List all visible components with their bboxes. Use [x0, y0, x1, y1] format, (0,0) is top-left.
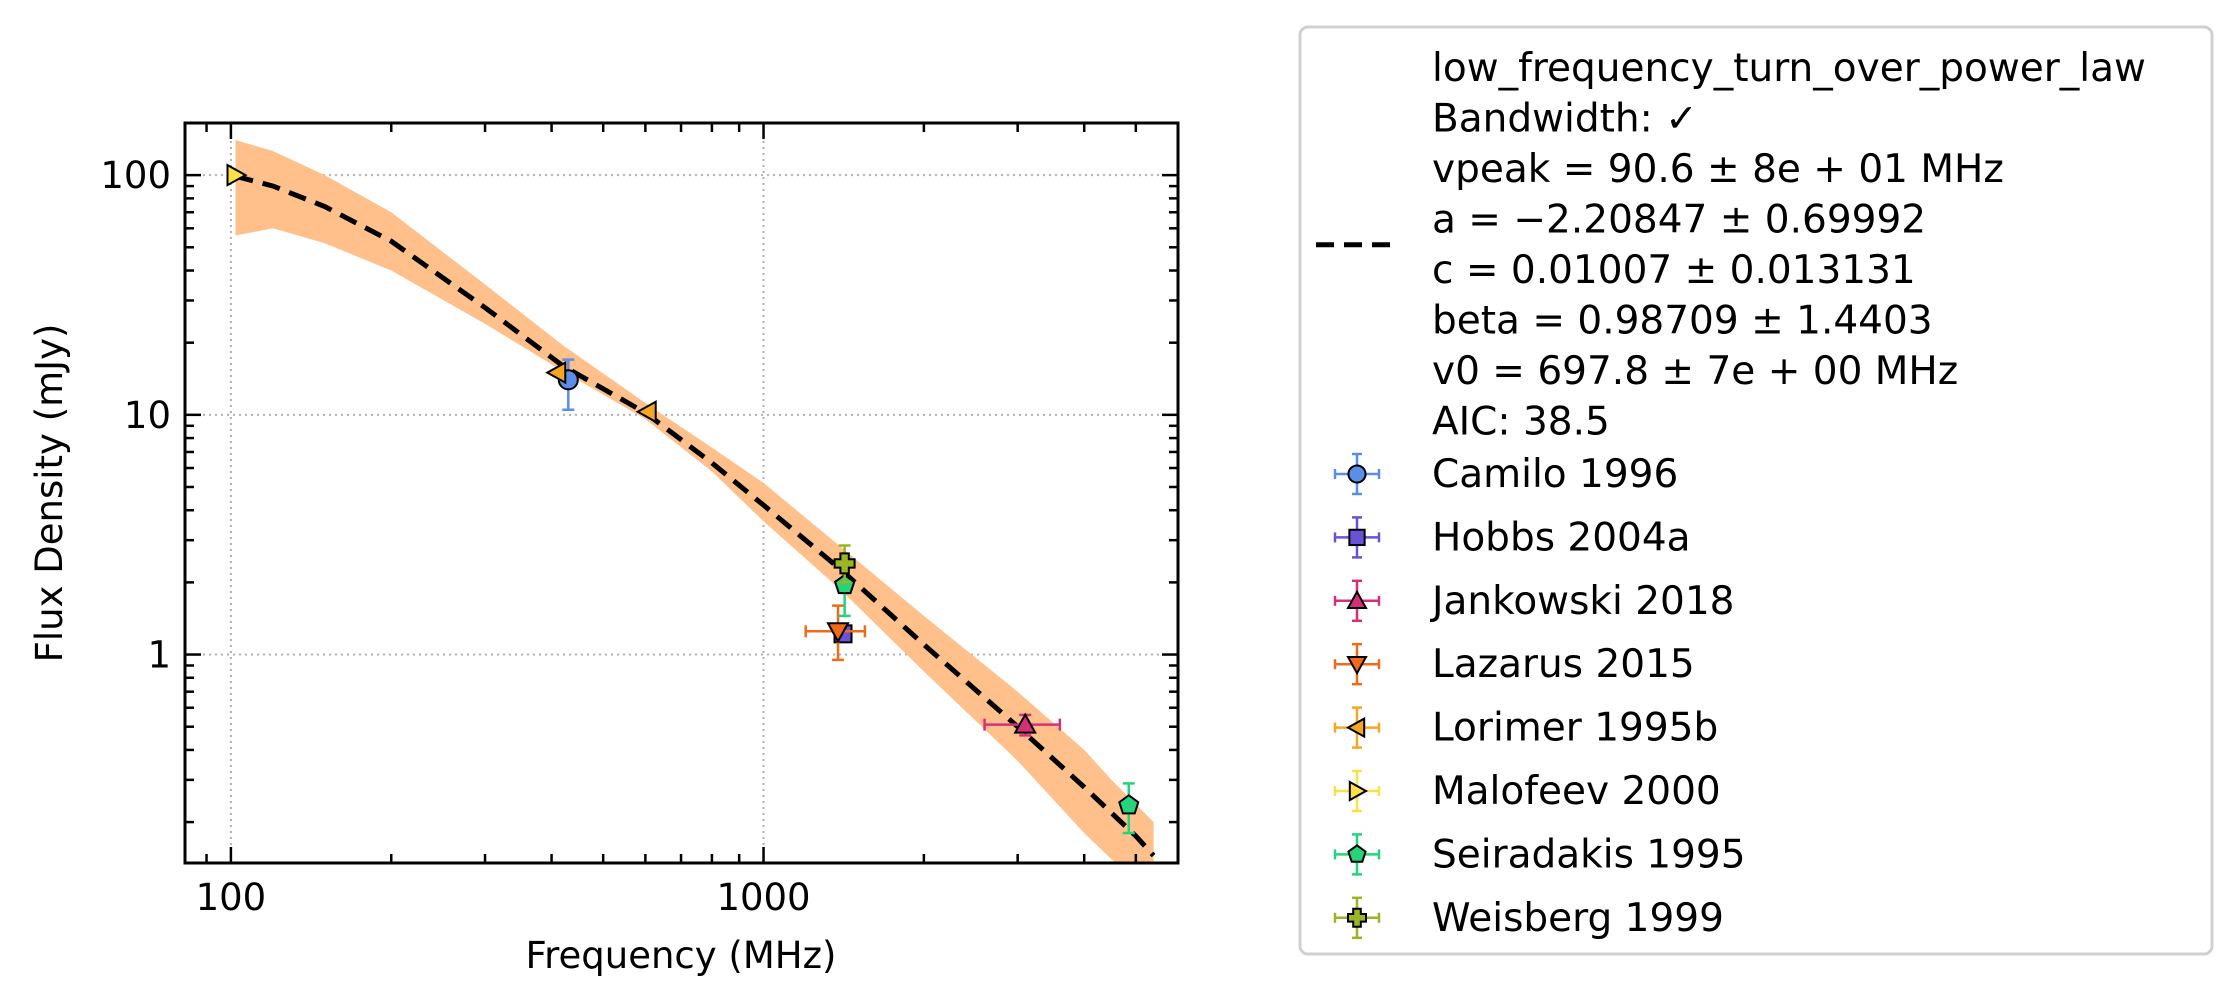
- data-point: [826, 622, 850, 644]
- legend-fit-text: vpeak = 90.6 ± 8e + 01 MHz: [1432, 147, 2004, 192]
- axis-ticks: [185, 123, 1180, 863]
- data-point: [833, 573, 856, 595]
- y-tick-label: 1: [147, 634, 171, 677]
- fit-line-group: [234, 173, 1156, 858]
- legend-label: Seiradakis 1995: [1432, 832, 1746, 877]
- fit-line: [234, 173, 1156, 858]
- tick-labels: 100 1000 1 10 100: [100, 154, 810, 919]
- x-tick-label: 1000: [716, 876, 810, 919]
- legend-marker: [1345, 716, 1366, 739]
- y-axis-label: Flux Density (mJy): [28, 324, 71, 663]
- legend-marker: [1347, 464, 1367, 484]
- x-tick-label: 100: [196, 876, 267, 919]
- data-point: [635, 400, 657, 424]
- confidence-band: [235, 140, 1154, 863]
- legend-fit-text: a = −2.20847 ± 0.69992: [1432, 198, 1926, 243]
- y-tick-label: 10: [124, 394, 171, 437]
- legend-marker: [1346, 589, 1368, 609]
- legend-label: Jankowski 2018: [1429, 579, 1734, 624]
- legend-fit-text: c = 0.01007 ± 0.013131: [1432, 248, 1916, 293]
- data-points-group: [226, 163, 1140, 835]
- legend-marker: [1348, 780, 1369, 802]
- legend-label: Camilo 1996: [1432, 452, 1678, 497]
- legend-label: Lazarus 2015: [1432, 642, 1695, 687]
- data-point: [1013, 712, 1037, 734]
- legend-fit-text: beta = 0.98709 ± 1.4403: [1432, 299, 1933, 344]
- y-tick-label: 100: [100, 154, 171, 197]
- legend-marker: [1347, 907, 1367, 928]
- legend-label: Lorimer 1995b: [1432, 706, 1718, 751]
- legend-fit-text: AIC: 38.5: [1432, 400, 1610, 445]
- data-point: [833, 552, 856, 575]
- confidence-band-group: [235, 140, 1154, 863]
- legend-fit-text: v0 = 697.8 ± 7e + 00 MHz: [1432, 349, 1958, 394]
- legend-marker: [1346, 656, 1368, 676]
- legend-fit-text: Bandwidth: ✓: [1432, 97, 1698, 142]
- data-point: [545, 360, 567, 385]
- data-point: [226, 163, 248, 187]
- legend-marker: [1347, 844, 1367, 863]
- legend-fit-text: low_frequency_turn_over_power_law: [1432, 46, 2146, 91]
- data-point: [1118, 794, 1140, 815]
- legend-marker: [1348, 528, 1366, 547]
- legend-box: [1298, 25, 2214, 956]
- x-axis-label: Frequency (MHz): [526, 934, 837, 977]
- legend: low_frequency_turn_over_power_law Bandwid…: [1298, 25, 2214, 956]
- legend-label: Malofeev 2000: [1432, 769, 1721, 814]
- legend-label: Weisberg 1999: [1432, 896, 1724, 941]
- legend-label: Hobbs 2004a: [1432, 515, 1691, 560]
